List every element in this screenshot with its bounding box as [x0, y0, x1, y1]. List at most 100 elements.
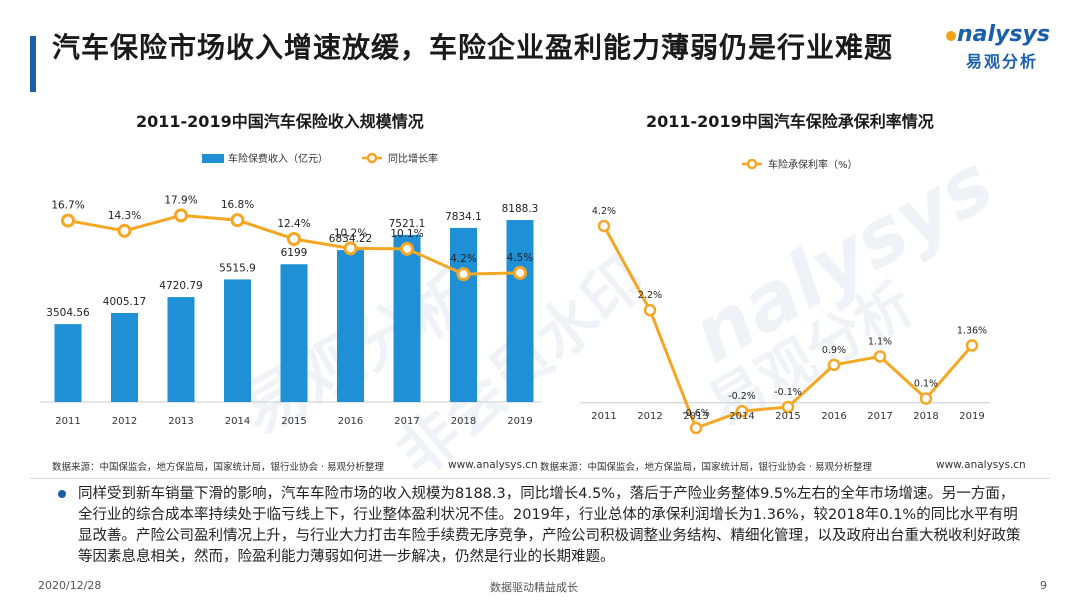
- logo-dot-icon: [946, 31, 956, 41]
- legend-line-marker: [366, 152, 378, 164]
- revenue-bar-label: 8188.3: [502, 203, 539, 215]
- growth-rate-label: 16.7%: [51, 200, 84, 212]
- x-tick-label: 2013: [683, 411, 708, 422]
- x-tick-label: 2012: [637, 411, 662, 422]
- x-tick-label: 2016: [338, 416, 363, 427]
- underwriting-rate-label: -0.2%: [728, 391, 756, 402]
- legend-line-label: 同比增长率: [388, 152, 438, 165]
- revenue-combo-chart: 车险保费收入（亿元） 同比增长率 3504.56 4005.17 4720.79 55…: [40, 152, 542, 427]
- revenue-bar: [224, 279, 251, 402]
- legend-bar-label: 车险保费收入（亿元）: [228, 152, 328, 165]
- underwriting-rate-label: 4.2%: [592, 206, 616, 217]
- growth-rate-point: [61, 213, 75, 228]
- underwriting-rate-label: -0.1%: [774, 387, 802, 398]
- underwriting-rate-label: 0.1%: [914, 379, 938, 390]
- page-number: 9: [1040, 579, 1047, 592]
- underwriting-rate-point: [781, 400, 795, 414]
- left-chart-title: 2011-2019中国汽车保险收入规模情况: [136, 112, 424, 131]
- revenue-bar-label: 3504.56: [46, 307, 90, 319]
- underwriting-rate-label: 0.9%: [822, 345, 846, 356]
- revenue-bar: [450, 227, 477, 402]
- legend-bar-swatch: [202, 154, 224, 163]
- growth-rate-point: [343, 241, 358, 256]
- underwriting-rate-label: 1.1%: [868, 336, 892, 347]
- growth-rate-point: [174, 208, 188, 223]
- revenue-bar-label: 6199: [281, 247, 308, 259]
- section-divider: [30, 478, 1050, 479]
- growth-rate-label: 14.3%: [108, 210, 141, 222]
- left-legend: 车险保费收入（亿元） 同比增长率: [202, 152, 438, 165]
- left-data-source: 数据来源：中国保监会，地方保监局，国家统计局，银行业协会 · 易观分析整理: [52, 462, 385, 473]
- x-tick-label: 2013: [168, 416, 193, 427]
- x-tick-label: 2019: [959, 411, 984, 422]
- right-chart-title: 2011-2019中国汽车保险承保利率情况: [646, 112, 934, 131]
- revenue-bar: [111, 312, 138, 402]
- underwriting-rate-point: [643, 303, 657, 317]
- growth-rate-point: [456, 267, 471, 282]
- x-tick-label: 2011: [55, 416, 80, 427]
- x-tick-label: 2015: [775, 411, 800, 422]
- underwriting-rate-point: [689, 421, 703, 435]
- page-title: 汽车保险市场收入增速放缓，车险企业盈利能力薄弱仍是行业难题: [52, 31, 894, 64]
- growth-rate-label: 12.4%: [277, 218, 310, 230]
- x-tick-label: 2018: [451, 416, 476, 427]
- revenue-bar-label: 5515.9: [219, 262, 256, 274]
- revenue-bar-label: 4005.17: [103, 296, 146, 308]
- revenue-bar-label: 4720.79: [159, 280, 202, 292]
- footer-date: 2020/12/28: [38, 579, 102, 592]
- growth-rate-point: [230, 213, 245, 228]
- growth-rate-label: 4.5%: [507, 252, 534, 264]
- left-source-url: www.analysys.cn: [448, 459, 538, 471]
- x-tick-label: 2017: [867, 411, 892, 422]
- underwriting-rate-point: [597, 219, 611, 233]
- revenue-bar-label: 7834.1: [445, 211, 482, 223]
- x-tick-label: 2015: [281, 416, 306, 427]
- bullet-icon: [58, 490, 66, 498]
- revenue-bar: [393, 234, 421, 402]
- revenue-bar: [54, 324, 82, 402]
- x-tick-label: 2012: [112, 416, 137, 427]
- logo-en-text: nalysys: [957, 22, 1050, 47]
- revenue-bar: [280, 264, 308, 402]
- growth-rate-point: [513, 265, 527, 280]
- logo-cn-text: 易观分析: [966, 52, 1039, 71]
- x-tick-label: 2017: [394, 416, 419, 427]
- x-tick-label: 2016: [821, 411, 846, 422]
- x-tick-label: 2014: [225, 416, 250, 427]
- growth-rate-point: [400, 241, 414, 256]
- brand-logo: nalysys 易观分析: [938, 22, 1058, 72]
- x-tick-label: 2018: [913, 411, 938, 422]
- revenue-bar-label: 6834.22: [329, 233, 372, 245]
- legend-rate-label: 车险承保利率（%）: [768, 158, 858, 171]
- right-source-url: www.analysys.cn: [936, 459, 1026, 471]
- underwriting-rate-point: [827, 358, 841, 372]
- right-legend: 车险承保利率（%）: [742, 158, 858, 171]
- underwriting-rate-point: [919, 392, 933, 405]
- x-tick-label: 2019: [507, 416, 532, 427]
- growth-rate-label: 17.9%: [164, 194, 197, 206]
- x-tick-label: 2014: [729, 411, 754, 422]
- growth-rate-point: [287, 232, 301, 246]
- footer-slogan: 数据驱动精益成长: [490, 581, 578, 594]
- underwriting-rate-label: 2.2%: [638, 290, 662, 301]
- summary-text: 同样受到新车销量下滑的影响，汽车车险市场的收入规模为8188.3，同比增长4.5…: [78, 486, 1021, 565]
- revenue-bar: [167, 297, 195, 402]
- x-tick-label: 2011: [591, 411, 616, 422]
- right-data-source: 数据来源：中国保监会，地方保监局，国家统计局，银行业协会 · 易观分析整理: [540, 462, 873, 473]
- underwriting-rate-point: [873, 350, 887, 363]
- revenue-bar: [337, 250, 364, 402]
- revenue-bar: [506, 220, 534, 402]
- growth-rate-point: [117, 223, 132, 238]
- growth-rate-label: 4.2%: [450, 253, 477, 265]
- underwriting-rate-chart: 车险承保利率（%） 4.2% 2.2% -0.6% -0.2% -0.1% 0.9% 1.1…: [580, 158, 990, 435]
- legend-rate-marker: [746, 158, 758, 170]
- title-accent-bar: [30, 36, 36, 92]
- underwriting-rate-label: 1.36%: [957, 326, 987, 337]
- revenue-bar-label: 7521.1: [389, 218, 426, 230]
- growth-rate-label: 10.2%: [334, 227, 367, 239]
- underwriting-rate-label: -0.6%: [682, 408, 710, 419]
- logo-wordmark: nalysys: [946, 22, 1050, 47]
- underwriting-rate-point: [735, 404, 749, 418]
- underwriting-rate-point: [965, 339, 979, 352]
- growth-rate-label: 10.1%: [390, 228, 423, 240]
